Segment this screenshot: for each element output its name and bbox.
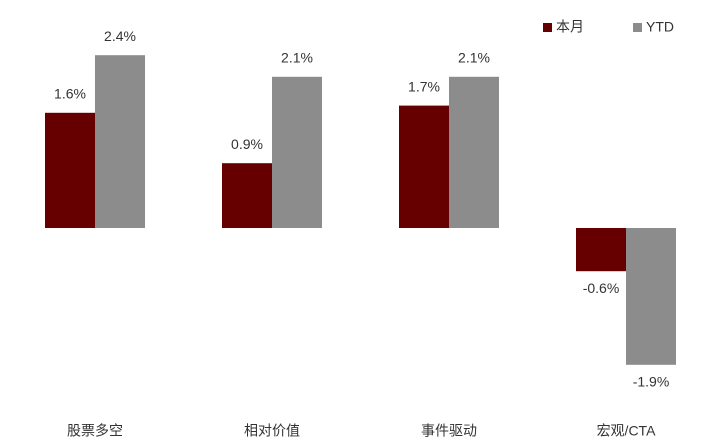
x-tick-label: 宏观/CTA	[597, 423, 657, 439]
x-tick-label: 相对价值	[244, 423, 300, 439]
bar	[449, 76, 499, 228]
data-label: -0.6%	[583, 280, 620, 296]
data-label: 1.7%	[408, 78, 440, 94]
legend-swatch	[543, 23, 552, 32]
data-label: 1.6%	[54, 86, 86, 102]
legend-label: YTD	[646, 19, 674, 35]
bar	[222, 163, 272, 228]
bar	[626, 228, 676, 365]
data-label: 2.4%	[104, 28, 136, 44]
x-tick-label: 股票多空	[67, 423, 123, 439]
bar	[399, 105, 449, 228]
data-label: 0.9%	[231, 136, 263, 152]
data-label: 2.1%	[281, 50, 313, 66]
bar	[272, 76, 322, 228]
bar	[45, 112, 95, 228]
bar	[95, 55, 145, 229]
bar	[576, 228, 626, 272]
data-label: -1.9%	[633, 374, 670, 390]
data-label: 2.1%	[458, 50, 490, 66]
x-tick-label: 事件驱动	[421, 423, 477, 439]
legend-label: 本月	[556, 19, 584, 35]
legend-swatch	[633, 23, 642, 32]
